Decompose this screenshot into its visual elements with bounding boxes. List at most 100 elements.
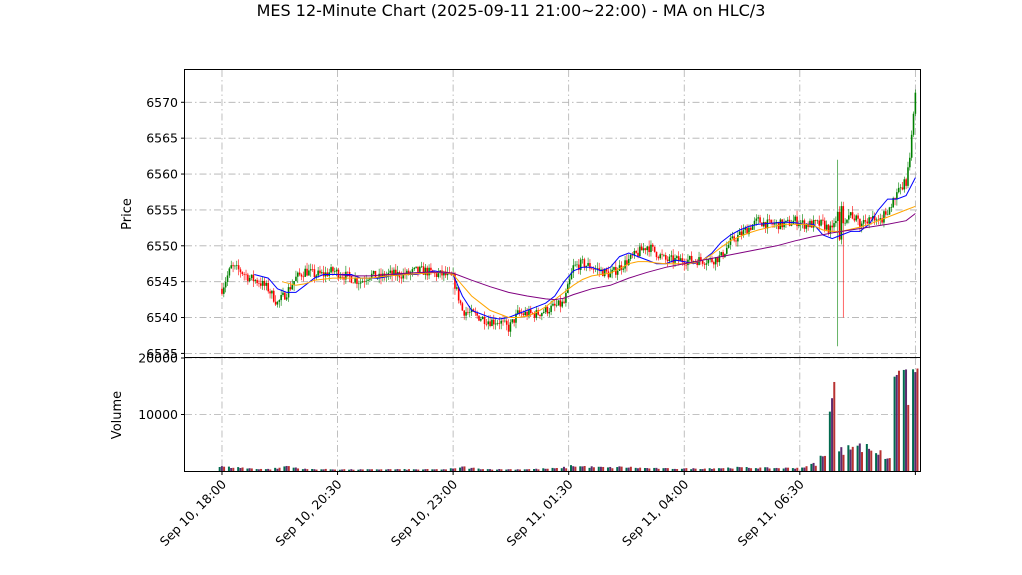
candle-body <box>896 192 898 200</box>
candle-body <box>657 257 660 259</box>
candle-body <box>494 323 497 325</box>
volume-bar <box>592 467 595 471</box>
candle-body <box>430 267 432 271</box>
candle-body <box>309 269 312 271</box>
time-tick-label: Sep 10, 18:00 <box>157 476 229 548</box>
candle-body <box>513 319 515 323</box>
candle-body <box>688 255 691 260</box>
candle-body <box>524 311 527 316</box>
candle-body <box>816 220 819 222</box>
time-tick-label: Sep 10, 20:30 <box>272 476 344 548</box>
volume-bar <box>287 466 290 471</box>
volume-bar <box>627 467 630 471</box>
candle-body <box>402 273 404 279</box>
candle-body <box>886 214 889 216</box>
candle-body <box>581 259 584 260</box>
candle-body <box>838 211 841 240</box>
volume-bar <box>479 469 482 471</box>
volume-bar <box>766 467 769 471</box>
candle-body <box>727 244 730 248</box>
volume-bar <box>750 468 753 471</box>
volume-bar <box>276 468 279 471</box>
candle-body <box>417 266 419 272</box>
candle-body <box>424 267 427 275</box>
volume-bar <box>877 454 880 471</box>
candle-body <box>842 206 845 224</box>
volume-bar <box>274 467 277 471</box>
volume-bar <box>759 467 762 471</box>
volume-bar <box>764 467 767 471</box>
volume-bar <box>620 466 623 471</box>
candle-body <box>363 281 366 282</box>
candle-body <box>365 280 368 282</box>
volume-bar <box>710 468 713 471</box>
candle-body <box>866 221 869 224</box>
candle-body <box>293 281 295 286</box>
volume-bar <box>602 466 605 471</box>
volume-bar <box>884 458 887 471</box>
volume-bar <box>703 468 706 471</box>
volume-bar <box>463 466 466 471</box>
candle-body <box>713 262 715 265</box>
candle-body <box>502 320 504 322</box>
candle-body <box>624 260 626 269</box>
price-tick-label: 6535 <box>146 346 178 361</box>
candle-body <box>535 310 538 318</box>
volume-bar <box>720 468 723 471</box>
volume-bar <box>223 466 226 471</box>
candle-body <box>751 224 754 230</box>
volume-bar <box>422 469 425 471</box>
volume-bar <box>861 452 864 471</box>
volume-bar <box>791 468 794 471</box>
candle-body <box>870 217 872 219</box>
candle-body <box>548 311 551 314</box>
candle-body <box>859 218 861 227</box>
candle-body <box>256 280 258 284</box>
candle-body <box>627 258 630 266</box>
candle-body <box>415 266 417 268</box>
volume-bar <box>412 469 415 471</box>
candle-body <box>703 263 706 265</box>
volume-bar <box>597 466 600 471</box>
price-tick-label: 6560 <box>146 167 178 182</box>
volume-bar <box>801 467 804 471</box>
volume-bar <box>230 468 233 471</box>
candle-body <box>864 220 867 222</box>
volume-bar <box>542 468 545 471</box>
volume-bar <box>738 467 741 471</box>
candle-body <box>339 276 342 278</box>
candle-body <box>805 223 808 229</box>
volume-bar <box>459 467 462 471</box>
candle-body <box>518 310 521 314</box>
candle-body <box>354 278 356 283</box>
candle-body <box>563 301 565 303</box>
volume-bar <box>599 466 602 471</box>
candle-body <box>664 255 667 260</box>
volume-bar <box>606 467 609 471</box>
candle-body <box>720 252 723 256</box>
candle-body <box>570 272 573 280</box>
candle-body <box>261 280 264 286</box>
candle-body <box>224 281 227 288</box>
chart-title: MES 12-Minute Chart (2025-09-11 21:00~22… <box>256 1 766 20</box>
candle-body <box>661 254 663 256</box>
volume-bars <box>218 368 919 471</box>
candle-body <box>578 264 580 270</box>
volume-bar <box>784 467 787 471</box>
volume-bar <box>461 466 464 471</box>
volume-bar <box>352 469 355 471</box>
volume-bar <box>292 467 295 471</box>
volume-bar <box>227 466 230 471</box>
candle-body <box>846 219 848 223</box>
candle-body <box>489 321 491 327</box>
volume-bar <box>546 468 549 471</box>
candle-body <box>252 274 255 282</box>
candle-body <box>779 219 782 230</box>
candle-body <box>561 301 564 307</box>
volume-bar <box>405 469 408 471</box>
candle-body <box>711 258 713 263</box>
candle-body <box>650 244 652 253</box>
candle-body <box>655 251 658 258</box>
volume-bar <box>849 449 852 471</box>
volume-bar <box>533 469 536 471</box>
